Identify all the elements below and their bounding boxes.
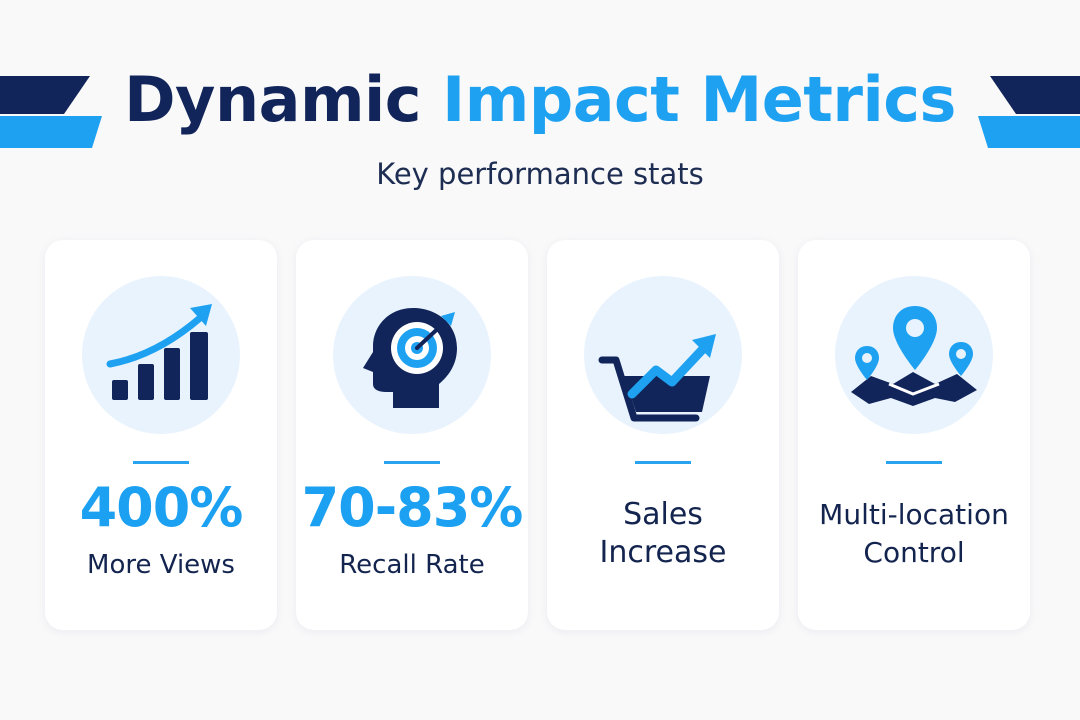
metric-card-sales: Sales Increase [547,240,779,630]
left-stripe-decoration [0,76,102,148]
metric-label-line-1: Sales [623,497,703,532]
metric-card-recall: 70-83% Recall Rate [296,240,528,630]
card-divider [635,461,691,464]
card-divider [384,461,440,464]
card-divider [886,461,942,464]
page-subtitle: Key performance stats [376,157,704,191]
metric-value: 400% [79,476,244,539]
metric-card-views: 400% More Views [45,240,277,630]
metric-label-line-1: Multi-location [819,498,1009,531]
metric-label-line-2: Increase [599,535,727,570]
bar-growth-chart-icon [82,276,240,434]
metric-label: Multi-location Control [798,496,1030,572]
map-locations-icon [835,276,993,434]
cart-growth-icon [584,276,742,434]
metric-label-line-2: Control [863,536,965,569]
metric-card-locations: Multi-location Control [798,240,1030,630]
metric-value: 70-83% [301,476,524,539]
page-title: Dynamic Impact Metrics [0,62,1080,138]
metric-label: More Views [87,550,235,580]
title-part-dark: Dynamic [124,63,422,136]
title-part-blue: Impact Metrics [442,63,956,136]
metric-label: Recall Rate [339,550,485,580]
metric-label: Sales Increase [547,496,779,572]
card-divider [133,461,189,464]
head-target-icon [333,276,491,434]
right-stripe-decoration [978,76,1080,148]
